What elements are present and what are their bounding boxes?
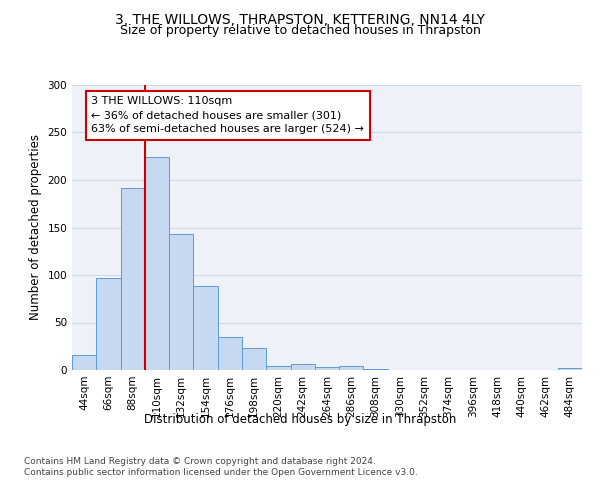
Bar — [558, 368, 582, 370]
Bar — [218, 337, 242, 370]
Bar — [290, 364, 315, 370]
Text: Contains HM Land Registry data © Crown copyright and database right 2024.
Contai: Contains HM Land Registry data © Crown c… — [24, 458, 418, 477]
Text: 3, THE WILLOWS, THRAPSTON, KETTERING, NN14 4LY: 3, THE WILLOWS, THRAPSTON, KETTERING, NN… — [115, 12, 485, 26]
Text: Distribution of detached houses by size in Thrapston: Distribution of detached houses by size … — [144, 412, 456, 426]
Bar — [72, 355, 96, 370]
Bar — [364, 369, 388, 370]
Y-axis label: Number of detached properties: Number of detached properties — [29, 134, 42, 320]
Bar — [169, 234, 193, 370]
Bar — [242, 348, 266, 370]
Bar — [96, 278, 121, 370]
Bar — [145, 157, 169, 370]
Bar — [193, 286, 218, 370]
Text: Size of property relative to detached houses in Thrapston: Size of property relative to detached ho… — [119, 24, 481, 37]
Bar — [315, 367, 339, 370]
Text: 3 THE WILLOWS: 110sqm
← 36% of detached houses are smaller (301)
63% of semi-det: 3 THE WILLOWS: 110sqm ← 36% of detached … — [91, 96, 364, 134]
Bar — [121, 188, 145, 370]
Bar — [266, 366, 290, 370]
Bar — [339, 366, 364, 370]
